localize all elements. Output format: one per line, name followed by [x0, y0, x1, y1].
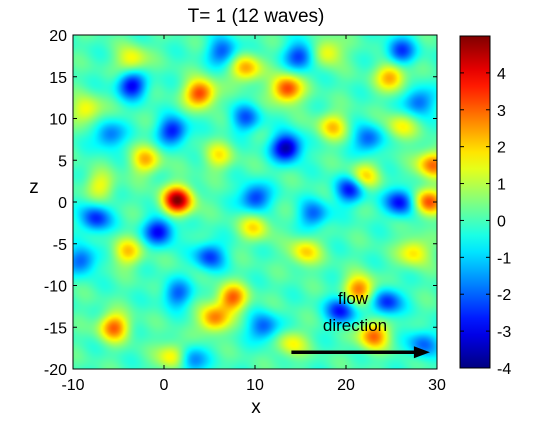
y-axis-label: z	[29, 177, 39, 198]
colorbar-tick-label: 0	[497, 213, 506, 230]
colorbar-tick-label: 3	[497, 103, 506, 120]
colorbar-tick-label: -4	[497, 361, 511, 378]
colorbar-tick-label: -1	[497, 250, 511, 267]
colorbar-tick-label: 2	[497, 140, 506, 157]
colorbar-tick-label: 4	[497, 66, 506, 83]
colorbar-tick-label: 1	[497, 177, 506, 194]
colorbar-frame	[459, 35, 491, 369]
chart-title: T= 1 (12 waves)	[188, 6, 325, 27]
y-tick-label: 0	[58, 195, 67, 212]
y-tick-label: 10	[49, 112, 67, 129]
heatmap-area	[73, 35, 437, 369]
x-tick-label: 10	[246, 377, 264, 394]
annotation-text-flow: flow	[338, 289, 369, 308]
y-tick-label: -15	[44, 320, 67, 337]
y-tick-label: -20	[44, 362, 67, 379]
x-axis-label: x	[251, 397, 261, 418]
colorbar-tick-label: -2	[497, 287, 511, 304]
colorbar-gradient	[460, 36, 490, 368]
y-tick-label: -5	[53, 237, 67, 254]
y-tick-label: 15	[49, 70, 67, 87]
y-axis: -20 -15 -10 -5 0 5 10 15 20	[44, 28, 437, 379]
annotation-text-direction: direction	[323, 316, 387, 335]
x-tick-label: 0	[160, 377, 169, 394]
y-tick-label: -10	[44, 279, 67, 296]
y-tick-label: 5	[58, 153, 67, 170]
flow-annotation: flow direction	[291, 289, 430, 359]
colorbar: -4 -3 -2 -1 0 1 2 3 4	[459, 35, 511, 378]
colorbar-ticks: -4 -3 -2 -1 0 1 2 3 4	[460, 66, 511, 378]
x-tick-label: 30	[428, 377, 446, 394]
colorbar-tick-label: -3	[497, 324, 511, 341]
flow-arrow-head	[413, 346, 430, 359]
x-axis: -10 0 10 20 30	[61, 35, 446, 394]
y-tick-label: 20	[49, 28, 67, 45]
x-tick-label: 20	[337, 377, 355, 394]
heatmap-image	[73, 35, 437, 369]
x-tick-label: -10	[61, 377, 84, 394]
